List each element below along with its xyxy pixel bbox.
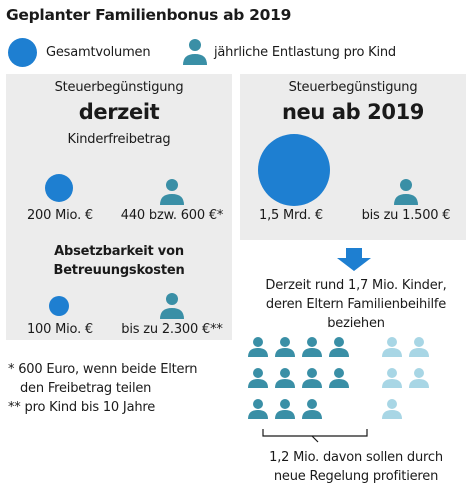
- current-total-value: 200 Mio. €: [26, 208, 94, 223]
- person-legend-icon: [182, 38, 208, 66]
- current-total-circle: [45, 174, 73, 202]
- child-icon: [382, 399, 402, 419]
- care-heading-2: Betreuungskosten: [53, 263, 185, 278]
- child-icon: [302, 368, 322, 388]
- child-icon: [329, 337, 349, 357]
- care-total-circle: [49, 296, 69, 316]
- legend-per-child-label: jährliche Entlastung pro Kind: [214, 45, 396, 60]
- benefit-line-1: 1,2 Mio. davon sollen durch: [269, 450, 443, 465]
- new-total-circle: [258, 134, 330, 206]
- care-total-value: 100 Mio. €: [26, 322, 94, 337]
- current-big-label: derzeit: [78, 100, 160, 124]
- arrow-down-icon: [336, 248, 372, 272]
- care-person-icon: [159, 292, 185, 320]
- child-icon: [275, 337, 295, 357]
- new-heading: Steuerbegünstigung: [288, 80, 418, 95]
- benefit-line-2: neue Regelung profitieren: [273, 469, 439, 484]
- current-panel: [6, 74, 232, 340]
- current-person-icon: [159, 178, 185, 206]
- child-icon: [382, 337, 402, 357]
- child-icon: [275, 399, 295, 419]
- child-icon: [248, 337, 268, 357]
- new-total-value: 1,5 Mrd. €: [259, 208, 323, 223]
- footnote-1-line-2: den Freibetrag teilen: [20, 381, 152, 396]
- child-icon: [302, 399, 322, 419]
- child-icon: [275, 368, 295, 388]
- new-person-icon: [393, 178, 419, 206]
- new-big-label: neu ab 2019: [281, 100, 424, 124]
- care-heading-1: Absetzbarkeit von: [54, 244, 184, 259]
- child-icon: [409, 368, 429, 388]
- child-icon: [248, 399, 268, 419]
- child-icon: [329, 368, 349, 388]
- total-volume-legend-icon: [8, 38, 37, 67]
- children-icon-grid: [240, 336, 472, 428]
- child-icon: [302, 337, 322, 357]
- child-icon: [248, 368, 268, 388]
- footnote-2: ** pro Kind bis 10 Jahre: [8, 400, 156, 415]
- current-heading: Steuerbegünstigung: [54, 80, 184, 95]
- children-line-1: Derzeit rund 1,7 Mio. Kinder,: [265, 278, 447, 293]
- children-line-2: deren Eltern Familienbeihilfe: [265, 297, 447, 312]
- current-subheading: Kinderfreibetrag: [67, 132, 171, 147]
- current-per-child-value: 440 bzw. 600 €*: [120, 208, 224, 223]
- page-title: Geplanter Familienbonus ab 2019: [6, 6, 292, 24]
- new-per-child-value: bis zu 1.500 €: [361, 208, 451, 223]
- child-icon: [409, 337, 429, 357]
- child-icon: [382, 368, 402, 388]
- care-per-child-value: bis zu 2.300 €**: [121, 322, 223, 337]
- legend-total-label: Gesamtvolumen: [46, 45, 151, 60]
- footnote-1-line-1: * 600 Euro, wenn beide Eltern: [8, 362, 198, 377]
- beneficiaries-bracket: [262, 428, 368, 444]
- children-line-3: beziehen: [327, 316, 385, 331]
